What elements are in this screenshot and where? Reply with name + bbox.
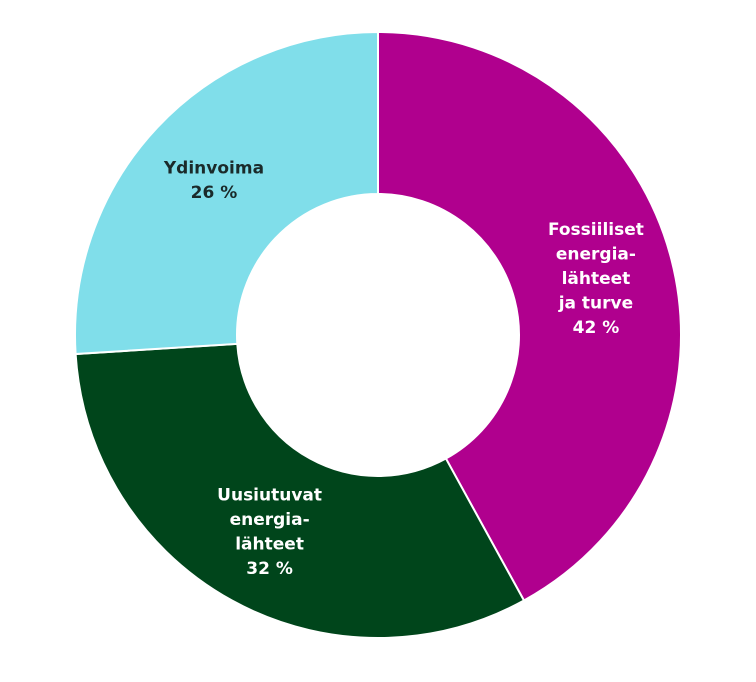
donut-slice bbox=[377, 30, 682, 602]
donut-slice bbox=[74, 342, 526, 639]
value-label: 32 % bbox=[246, 559, 293, 579]
slice-label: Fossiiliset energia-lähteet ja turve bbox=[548, 220, 644, 314]
donut-slice bbox=[74, 30, 379, 356]
value-label: 26 % bbox=[191, 183, 238, 203]
slice-label: Ydinvoima bbox=[163, 159, 264, 179]
value-label: 42 % bbox=[573, 318, 620, 338]
slice-label: Uusiutuvat energia-lähteet bbox=[217, 485, 322, 554]
